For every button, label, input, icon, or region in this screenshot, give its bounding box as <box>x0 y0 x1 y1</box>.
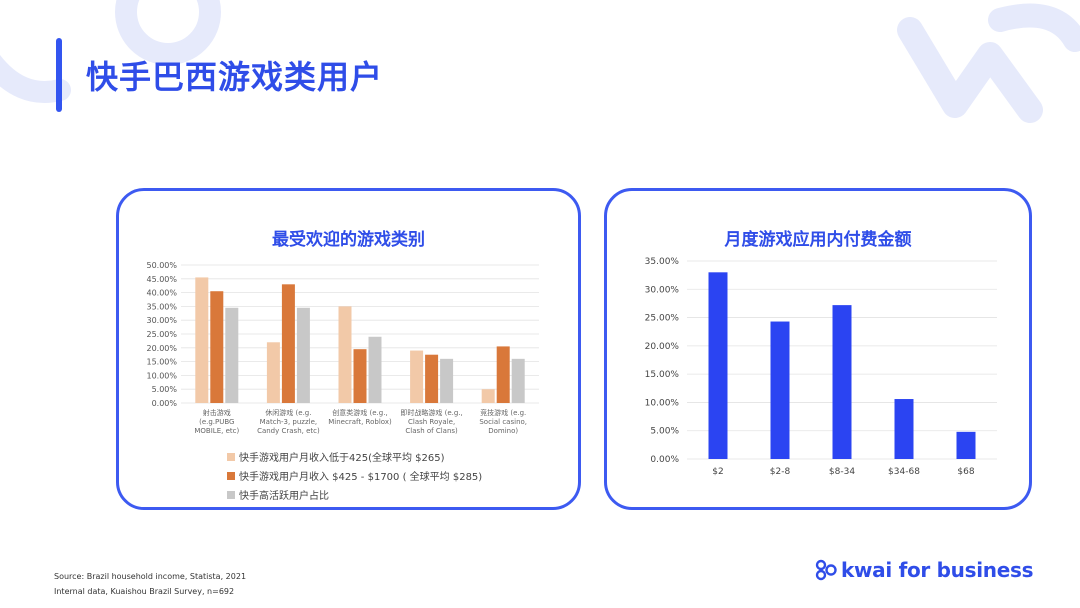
y-tick-label: 25.00% <box>146 330 177 339</box>
x-category-label: $68 <box>957 467 974 477</box>
kwai-brand-logo: kwai for business <box>815 558 1033 582</box>
y-tick-label: 25.00% <box>645 314 680 324</box>
bar <box>281 284 295 403</box>
decorative-shape-top-right <box>897 3 1080 123</box>
y-tick-label: 30.00% <box>645 285 680 295</box>
x-category-label: 休闲游戏 (e.g. <box>265 408 311 417</box>
y-tick-label: 10.00% <box>146 371 177 380</box>
source-note-2: Internal data, Kuaishou Brazil Survey, n… <box>54 587 235 596</box>
game-category-chart-title: 最受欢迎的游戏类别 <box>272 230 425 250</box>
bar <box>368 336 382 403</box>
legend-label: 快手游戏用户月收入低于425(全球平均 $265) <box>239 453 445 464</box>
x-category-label: 竞技游戏 (e.g. <box>480 408 526 417</box>
x-category-label: 创意类游戏 (e.g., <box>332 408 387 417</box>
x-category-label: $34-68 <box>888 467 920 477</box>
x-category-label: 即时战略游戏 (e.g., <box>400 408 462 417</box>
x-category-label: Clash Royale, <box>408 418 455 426</box>
title-accent-bar <box>56 38 62 112</box>
x-category-label: (e.g.PUBG <box>199 418 234 426</box>
bar <box>195 277 209 403</box>
source-note-1: Source: Brazil household income, Statist… <box>54 572 247 581</box>
bar <box>225 307 239 403</box>
bar <box>410 350 424 403</box>
bar <box>770 321 790 459</box>
kwai-logo-icon <box>815 559 837 581</box>
game-category-card: 最受欢迎的游戏类别 0.00% 5.00% 10.00% 15.00% 20.00% 25… <box>116 188 581 510</box>
bar <box>956 431 976 459</box>
bar <box>353 349 367 403</box>
y-tick-label: 10.00% <box>645 398 680 408</box>
in-app-spend-chart-title: 月度游戏应用内付费金额 <box>724 230 912 250</box>
x-category-label: Minecraft, Roblox) <box>328 418 392 426</box>
legend-item-mid-income: 快手游戏用户月收入 $425 - $1700 ( 全球平均 $285) <box>227 466 482 485</box>
x-category-label: Domino) <box>488 427 518 435</box>
y-tick-label: 15.00% <box>645 370 680 380</box>
x-category-label: $2 <box>712 467 723 477</box>
y-tick-label: 35.00% <box>146 302 177 311</box>
game-category-chart: 0.00% 5.00% 10.00% 15.00% 20.00% 25.00% 30.00%… <box>146 261 539 435</box>
x-category-label: Match-3, puzzle, <box>260 418 318 426</box>
bar <box>266 342 280 403</box>
legend-item-active-users: 快手高活跃用户占比 <box>227 485 482 504</box>
x-category-label: $2-8 <box>770 467 791 477</box>
legend-swatch <box>227 490 235 499</box>
y-tick-label: 40.00% <box>146 289 177 298</box>
bar <box>296 307 310 403</box>
bar <box>708 272 728 459</box>
bar <box>210 291 224 403</box>
legend-swatch <box>227 452 235 461</box>
x-category-label: 射击游戏 <box>203 408 231 417</box>
y-tick-label: 35.00% <box>645 257 680 267</box>
legend-label: 快手游戏用户月收入 $425 - $1700 ( 全球平均 $285) <box>239 472 483 483</box>
y-tick-label: 5.00% <box>152 385 178 394</box>
brand-name: kwai for business <box>841 558 1034 582</box>
bar <box>832 305 852 459</box>
bar <box>496 346 510 403</box>
x-category-label: Social casino, <box>479 418 527 426</box>
y-tick-label: 30.00% <box>146 316 177 325</box>
bar <box>481 389 495 403</box>
legend-item-low-income: 快手游戏用户月收入低于425(全球平均 $265) <box>227 447 482 466</box>
y-tick-label: 20.00% <box>645 342 680 352</box>
bar <box>425 354 439 403</box>
y-tick-label: 15.00% <box>146 358 177 367</box>
y-tick-label: 5.00% <box>650 427 679 437</box>
x-category-label: $8-34 <box>829 467 855 477</box>
bar <box>440 358 454 403</box>
bar <box>894 399 914 459</box>
y-tick-label: 50.00% <box>146 261 177 270</box>
legend-label: 快手高活跃用户占比 <box>239 491 329 502</box>
y-tick-label: 0.00% <box>152 399 178 408</box>
bar <box>338 306 352 403</box>
in-app-spend-card: 月度游戏应用内付费金额 0.00% 5.00% 10.00% 15.00% 20.00%… <box>604 188 1032 510</box>
y-tick-label: 45.00% <box>146 275 177 284</box>
y-tick-label: 20.00% <box>146 344 177 353</box>
x-category-label: MOBILE, etc) <box>194 427 239 435</box>
y-tick-label: 0.00% <box>650 455 679 465</box>
in-app-spend-chart: 0.00% 5.00% 10.00% 15.00% 20.00% 25.00% 30.00%… <box>645 257 997 477</box>
legend-swatch <box>227 471 235 480</box>
x-category-label: Clash of Clans) <box>405 427 458 435</box>
x-category-label: Candy Crash, etc) <box>257 427 320 435</box>
game-category-legend: 快手游戏用户月收入低于425(全球平均 $265) 快手游戏用户月收入 $425… <box>227 447 482 504</box>
bar <box>511 358 525 403</box>
page-title: 快手巴西游戏类用户 <box>86 58 384 96</box>
